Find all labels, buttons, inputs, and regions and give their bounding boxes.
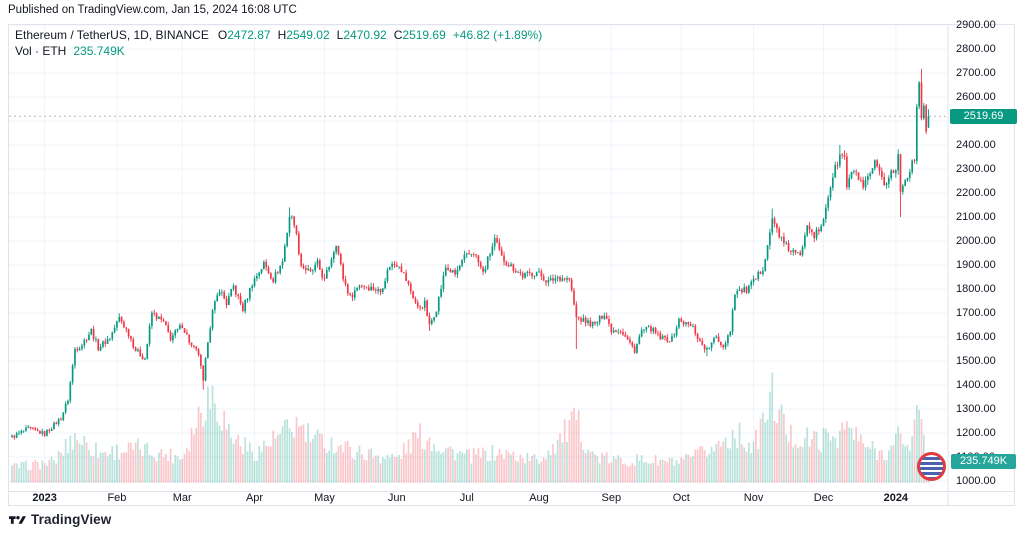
- price-tick-label: 2400.00: [956, 138, 996, 151]
- change-value: +46.82 (+1.89%): [452, 28, 543, 42]
- volume-bars-up: [11, 372, 930, 483]
- last-volume-badge: 235.749K: [951, 454, 1016, 469]
- ohlc-low: L2470.92: [336, 28, 387, 42]
- volume-label[interactable]: Vol · ETH: [15, 44, 67, 58]
- time-tick-label: Feb: [107, 492, 127, 504]
- candle-bodies-up: [11, 82, 930, 438]
- time-tick-label: Nov: [743, 492, 764, 504]
- volume-value: 235.749K: [73, 44, 125, 58]
- time-tick-label: May: [314, 492, 335, 504]
- price-tick-label: 2700.00: [956, 66, 996, 79]
- last-price-badge: 2519.69: [950, 109, 1017, 124]
- ohlc-open: O2472.87: [217, 28, 271, 42]
- price-tick-label: 1900.00: [956, 258, 996, 271]
- candle-wicks-down: [13, 68, 927, 440]
- price-tick-label: 1400.00: [956, 378, 996, 391]
- time-tick-label: Apr: [245, 492, 264, 504]
- symbol-title[interactable]: Ethereum / TetherUS, 1D, BINANCE: [15, 28, 209, 42]
- tradingview-logo-text: TradingView: [31, 512, 112, 527]
- volume-bars-down: [13, 406, 927, 483]
- price-tick-label: 2200.00: [956, 186, 996, 199]
- ohlc-close: C2519.69: [393, 28, 446, 42]
- price-tick-label: 1800.00: [956, 282, 996, 295]
- price-tick-label: 2300.00: [956, 162, 996, 175]
- time-tick-label: 2023: [32, 492, 57, 504]
- price-tick-label: 2900.00: [956, 18, 996, 31]
- time-tick-label: Jun: [387, 492, 406, 504]
- tradingview-logo-icon: [9, 513, 26, 527]
- price-tick-label: 1300.00: [956, 402, 996, 415]
- price-tick-label: 1200.00: [956, 426, 996, 439]
- time-tick-label: Mar: [172, 492, 192, 504]
- legend: Ethereum / TetherUS, 1D, BINANCE O2472.87…: [15, 28, 549, 59]
- grid-horizontal: [9, 24, 948, 482]
- price-tick-label: 1600.00: [956, 330, 996, 343]
- time-tick-label: 2024: [883, 492, 909, 504]
- time-tick-label: Aug: [529, 492, 549, 504]
- price-tick-label: 2000.00: [956, 234, 996, 247]
- price-tick-label: 2800.00: [956, 42, 996, 55]
- published-header: Published on TradingView.com, Jan 15, 20…: [8, 4, 297, 16]
- grid-vertical: [44, 25, 897, 482]
- candle-bodies-down: [13, 82, 927, 438]
- price-tick-label: 1700.00: [956, 306, 996, 319]
- price-tick-label: 2100.00: [956, 210, 996, 223]
- tradingview-attribution[interactable]: TradingView: [9, 512, 111, 527]
- price-tick-label: 1000.00: [956, 474, 996, 487]
- time-tick-label: Sep: [601, 492, 622, 504]
- price-tick-label: 1500.00: [956, 354, 996, 367]
- time-tick-label: Oct: [672, 492, 690, 504]
- price-tick-label: 2600.00: [956, 90, 996, 103]
- time-tick-label: Jul: [459, 492, 474, 504]
- frame-border: [8, 24, 1015, 506]
- ohlc-high: H2549.02: [277, 28, 330, 42]
- publisher-avatar[interactable]: [917, 452, 946, 481]
- time-tick-label: Dec: [813, 492, 834, 504]
